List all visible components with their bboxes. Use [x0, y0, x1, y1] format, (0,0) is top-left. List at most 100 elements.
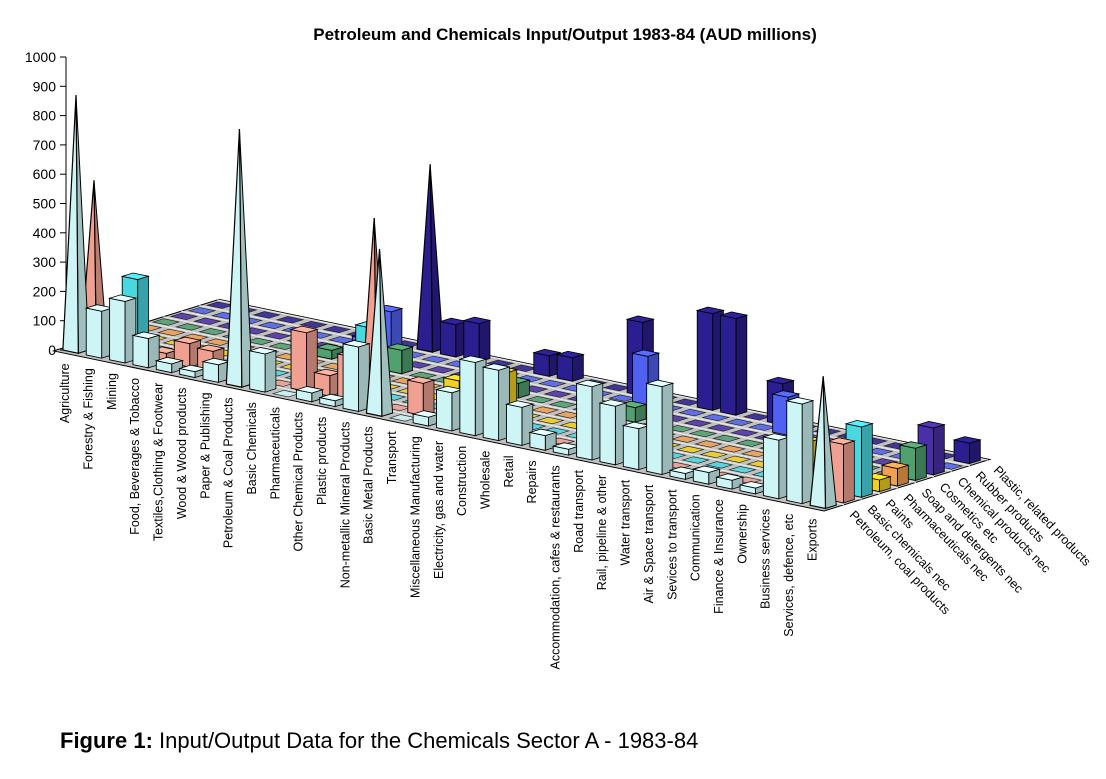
caption-label: Figure 1: — [60, 728, 153, 753]
x-tick-label: Finance & Insurance — [712, 499, 726, 614]
bar — [598, 399, 628, 466]
bar-flat — [722, 455, 752, 463]
x-tick-label: Transport — [385, 431, 399, 485]
bar-flat — [525, 396, 554, 404]
bar-flat — [730, 429, 759, 437]
bar-flat — [151, 318, 181, 326]
bar-flat — [706, 424, 736, 432]
x-tick-label: Miscellaneous Manufacturing — [408, 436, 422, 598]
bar — [504, 400, 535, 446]
bar — [691, 465, 722, 485]
z-tick-label: 600 — [33, 166, 57, 182]
bar — [481, 363, 512, 442]
caption-text: Input/Output Data for the Chemicals Sect… — [152, 728, 699, 753]
bar — [528, 428, 558, 451]
bar-flat — [724, 418, 754, 426]
bar — [411, 410, 441, 427]
chart-title: Petroleum and Chemicals Input/Output 198… — [313, 25, 816, 44]
bar — [248, 347, 278, 393]
bar-flat — [548, 400, 578, 409]
bar — [406, 376, 436, 417]
x-tick-label: Water transport — [619, 479, 633, 565]
bar — [384, 343, 415, 375]
x-tick-label: Food, Beverages & Tobacco — [128, 378, 142, 535]
x-tick-label: Sevices to transport — [665, 489, 679, 600]
bar-flat — [169, 312, 199, 320]
x-axis-labels: Agriculture Forestry & Fishing Mining Food,… — [58, 363, 819, 669]
bar — [62, 95, 90, 355]
bar — [289, 325, 319, 392]
chart-3d-bar: Petroleum and Chemicals Input/Output 198… — [25, 25, 1094, 669]
bar-flat — [728, 466, 757, 474]
z-axis: 0 100 200 300 400 500 600 700 800 900 1000 — [25, 49, 67, 358]
bar-flat — [699, 450, 729, 459]
bar-flat — [735, 439, 765, 447]
bar-flat — [157, 328, 186, 337]
bar — [294, 386, 325, 403]
bar-flat — [245, 337, 274, 345]
bar — [621, 421, 652, 471]
z-tick-label: 300 — [33, 254, 57, 270]
bar — [809, 376, 837, 510]
z-tick-label: 800 — [33, 108, 57, 124]
x-tick-label: Pharmaceuticals — [268, 407, 282, 499]
x-tick-label: Paper & Publishing — [198, 392, 212, 498]
z-tick-label: 200 — [33, 283, 57, 299]
x-tick-label: Forestry & Fishing — [82, 368, 96, 469]
bar — [532, 348, 562, 377]
bar-flat — [681, 456, 711, 464]
x-tick-label: Retail — [502, 456, 516, 488]
x-tick-label: Wholesale — [479, 451, 493, 509]
bar-flat — [187, 307, 217, 315]
bar — [84, 304, 115, 359]
bar — [645, 379, 675, 476]
z-tick-label: 900 — [33, 78, 57, 94]
x-tick-label: Textiles,Clothing & Footwear — [152, 383, 166, 541]
bar — [365, 248, 394, 418]
bar — [154, 356, 185, 374]
x-tick-label: Services, defence, etc — [782, 514, 796, 637]
x-tick-label: Wood & Wood products — [175, 388, 189, 520]
figure-caption: Figure 1: Input/Output Data for the Chem… — [60, 728, 698, 754]
x-tick-label: Repairs — [525, 460, 539, 503]
x-tick-label: Basic Metal Products — [362, 426, 376, 543]
x-tick-label: Non-metallic Mineral Products — [338, 422, 352, 589]
bar-flat — [530, 406, 560, 414]
x-tick-label: Agriculture — [58, 363, 72, 423]
x-tick-label: Air & Space transport — [642, 484, 656, 603]
bar-flat — [275, 316, 305, 324]
z-tick-label: 100 — [33, 313, 57, 329]
bar — [574, 379, 605, 461]
bar — [434, 385, 465, 432]
z-tick-label: 0 — [48, 342, 56, 358]
x-tick-label: Rail, pipeline & other — [595, 475, 609, 590]
bar-flat — [678, 409, 707, 417]
x-tick-label: Basic Chemicals — [245, 402, 259, 494]
x-tick-label: Mining — [105, 373, 119, 410]
bar — [131, 331, 161, 369]
bar-flat — [198, 328, 228, 336]
z-tick-label: 1000 — [25, 49, 56, 65]
chart-bars — [62, 95, 982, 510]
bar-flat — [421, 355, 450, 363]
x-tick-label: Petroleum & Coal Products — [222, 397, 236, 548]
bar — [761, 433, 792, 500]
bar — [314, 343, 345, 360]
bar-flat — [193, 317, 222, 325]
x-tick-label: Business services — [759, 509, 773, 609]
bar-flat — [694, 440, 723, 448]
bar-flat — [263, 332, 292, 340]
bar — [225, 129, 254, 388]
bar — [318, 393, 348, 408]
z-tick-label: 500 — [33, 196, 57, 212]
bar — [715, 473, 745, 490]
x-tick-label: Construction — [455, 446, 469, 516]
x-tick-label: Exports — [805, 519, 819, 561]
x-tick-label: Other Chemical Products — [292, 412, 306, 552]
bar-flat — [704, 461, 734, 469]
bar-flat — [683, 419, 713, 427]
bar — [201, 357, 231, 383]
x-tick-label: Electricity, gas and water — [432, 441, 446, 579]
bar-flat — [717, 445, 747, 453]
bar-flat — [322, 325, 352, 334]
